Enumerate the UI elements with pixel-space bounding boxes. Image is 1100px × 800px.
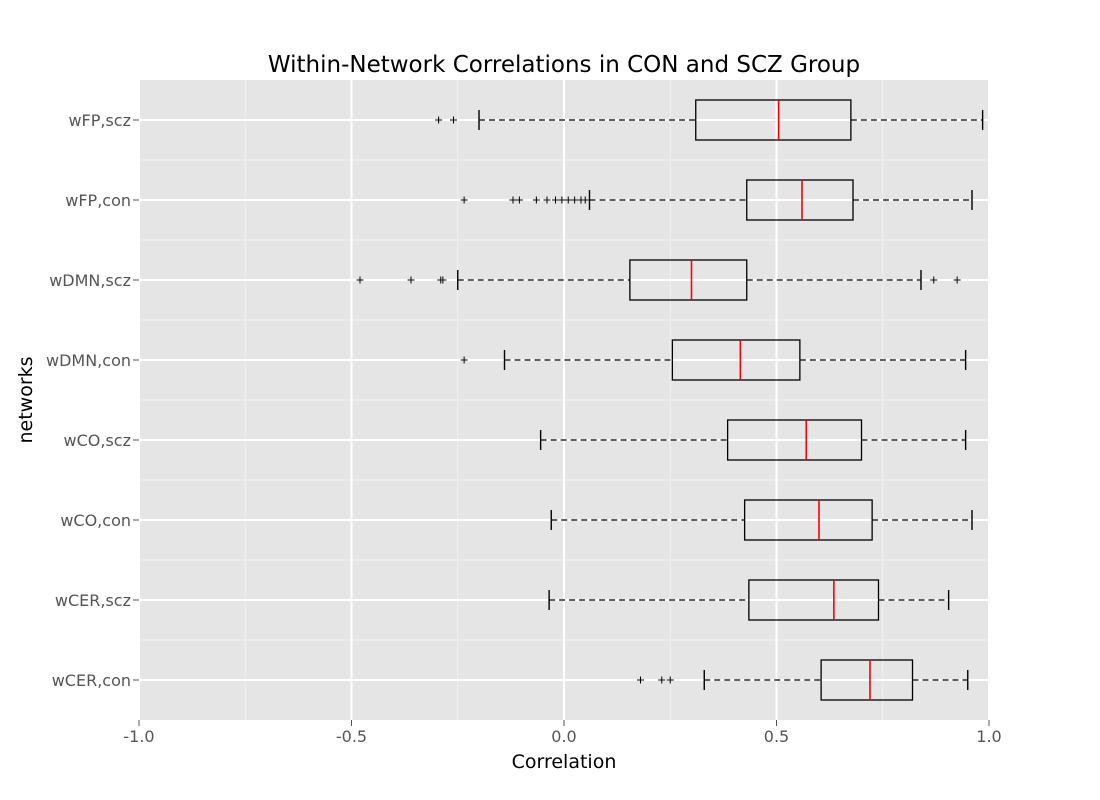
box-iqr [695, 99, 852, 141]
box-wfp-con [460, 179, 973, 221]
box-wcer-scz [548, 579, 950, 621]
y-tick-label: wCO,con [60, 511, 131, 530]
box-wdmn-con [460, 339, 967, 381]
box-wfp-scz [435, 99, 984, 141]
x-tick-label: -1.0 [123, 727, 154, 746]
outlier-point [515, 196, 523, 204]
box-iqr [748, 579, 880, 621]
box-iqr [746, 179, 854, 221]
boxes [356, 99, 984, 701]
box-wcer-con [637, 659, 969, 701]
outlier-point [658, 676, 666, 684]
box-iqr [726, 419, 863, 461]
outlier-point [953, 276, 961, 284]
outlier-point [435, 116, 443, 124]
x-tick-label: 0.0 [551, 727, 576, 746]
outlier-point [509, 196, 517, 204]
y-tick-label: wCO,scz [64, 431, 131, 450]
y-tick-label: wFP,scz [68, 111, 131, 130]
y-tick-labels: wFP,scz wFP,con wDMN,scz wDMN,con wCO,scz wCO… [46, 111, 139, 690]
box-wco-scz [539, 419, 967, 461]
y-axis-label: networks [15, 356, 37, 443]
y-tick-label: wDMN,con [46, 351, 131, 370]
outlier-point [552, 196, 559, 204]
outlier-point [460, 356, 468, 364]
box-wdmn-scz [356, 259, 961, 301]
box-iqr [820, 659, 914, 701]
outlier-point [543, 196, 551, 204]
box-wco-con [550, 499, 973, 541]
x-tick-labels: -1.0 -0.5 0.0 0.5 1.0 [123, 720, 1002, 746]
box-iqr [671, 339, 801, 381]
outlier-point [637, 676, 644, 684]
x-tick-label: -0.5 [336, 727, 367, 746]
chart-title: Within-Network Correlations in CON and S… [268, 52, 860, 78]
y-tick-label: wDMN,scz [49, 271, 131, 290]
x-tick-label: 0.5 [764, 727, 789, 746]
y-tick-label: wFP,con [65, 191, 131, 210]
x-tick-label: 1.0 [976, 727, 1001, 746]
outlier-point [460, 196, 468, 204]
outlier-point [930, 276, 938, 284]
outlier-point [581, 196, 589, 204]
outlier-point [666, 676, 674, 684]
outlier-point [571, 196, 579, 204]
box-iqr [743, 499, 873, 541]
y-tick-label: wCER,con [52, 671, 131, 690]
x-axis-label: Correlation [512, 751, 617, 773]
outlier-point [439, 276, 447, 284]
outlier-point [450, 116, 457, 124]
outlier-point [407, 276, 415, 284]
outlier-point [356, 276, 364, 284]
outlier-point [558, 196, 566, 204]
y-tick-label: wCER,scz [55, 591, 131, 610]
outlier-point [564, 196, 572, 204]
outlier-point [532, 196, 540, 204]
box-iqr [629, 259, 748, 301]
